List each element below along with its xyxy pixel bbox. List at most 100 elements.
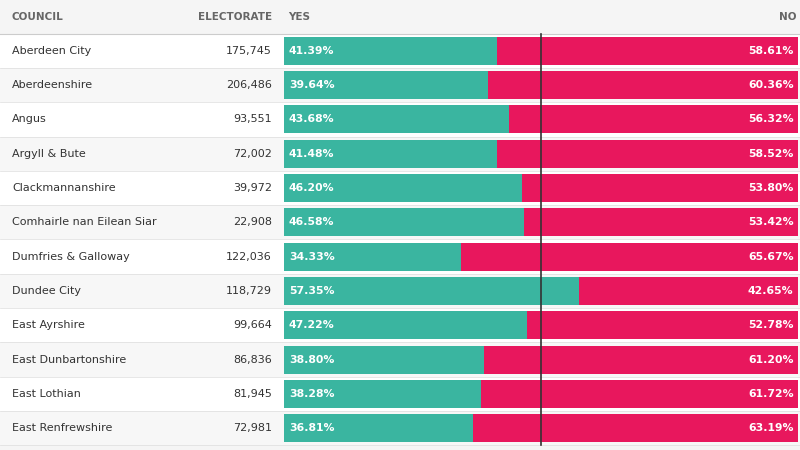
Text: 175,745: 175,745 bbox=[226, 46, 272, 56]
Bar bbox=[284, 71, 798, 99]
Bar bbox=[284, 140, 798, 168]
Bar bbox=[284, 243, 461, 270]
Bar bbox=[0, 137, 800, 171]
Bar bbox=[498, 140, 798, 168]
Text: Dumfries & Galloway: Dumfries & Galloway bbox=[12, 252, 130, 261]
Text: Angus: Angus bbox=[12, 114, 46, 125]
Bar bbox=[461, 243, 798, 270]
Bar bbox=[284, 311, 798, 339]
Bar bbox=[284, 414, 798, 442]
Bar bbox=[0, 171, 800, 205]
Text: East Renfrewshire: East Renfrewshire bbox=[12, 423, 112, 433]
Bar bbox=[483, 346, 798, 374]
Bar bbox=[509, 105, 798, 134]
Text: Dundee City: Dundee City bbox=[12, 286, 81, 296]
Text: COUNCIL: COUNCIL bbox=[12, 12, 64, 22]
Bar bbox=[497, 37, 798, 65]
Text: Argyll & Bute: Argyll & Bute bbox=[12, 149, 86, 159]
Text: Aberdeen City: Aberdeen City bbox=[12, 46, 91, 56]
Text: 42.65%: 42.65% bbox=[748, 286, 794, 296]
Text: East Lothian: East Lothian bbox=[12, 389, 81, 399]
Text: 34.33%: 34.33% bbox=[289, 252, 334, 261]
Bar bbox=[284, 346, 798, 374]
Bar bbox=[0, 239, 800, 274]
Bar bbox=[0, 102, 800, 137]
Text: 118,729: 118,729 bbox=[226, 286, 272, 296]
Bar bbox=[284, 380, 481, 408]
Text: 39.64%: 39.64% bbox=[289, 80, 334, 90]
Text: 46.20%: 46.20% bbox=[289, 183, 334, 193]
Text: 53.80%: 53.80% bbox=[748, 183, 794, 193]
Bar bbox=[527, 311, 798, 339]
Text: 60.36%: 60.36% bbox=[748, 80, 794, 90]
Bar bbox=[0, 342, 800, 377]
Bar bbox=[488, 71, 798, 99]
Bar bbox=[284, 243, 798, 270]
Bar bbox=[481, 380, 798, 408]
Bar bbox=[284, 277, 798, 305]
Bar bbox=[284, 105, 798, 134]
Bar bbox=[0, 274, 800, 308]
Bar bbox=[0, 205, 800, 239]
Text: 122,036: 122,036 bbox=[226, 252, 272, 261]
Text: 99,664: 99,664 bbox=[233, 320, 272, 330]
Text: 47.22%: 47.22% bbox=[289, 320, 334, 330]
Text: 61.20%: 61.20% bbox=[748, 355, 794, 365]
Text: 53.42%: 53.42% bbox=[748, 217, 794, 227]
Text: 93,551: 93,551 bbox=[234, 114, 272, 125]
Bar bbox=[0, 68, 800, 102]
Text: 41.39%: 41.39% bbox=[289, 46, 334, 56]
Text: 57.35%: 57.35% bbox=[289, 286, 334, 296]
Bar bbox=[284, 71, 488, 99]
Text: Clackmannanshire: Clackmannanshire bbox=[12, 183, 116, 193]
Text: Comhairle nan Eilean Siar: Comhairle nan Eilean Siar bbox=[12, 217, 157, 227]
Text: 72,002: 72,002 bbox=[233, 149, 272, 159]
Text: 41.48%: 41.48% bbox=[289, 149, 334, 159]
Text: ELECTORATE: ELECTORATE bbox=[198, 12, 272, 22]
Text: 58.61%: 58.61% bbox=[748, 46, 794, 56]
Bar bbox=[284, 277, 579, 305]
Text: East Ayrshire: East Ayrshire bbox=[12, 320, 85, 330]
Text: 46.58%: 46.58% bbox=[289, 217, 334, 227]
Text: 43.68%: 43.68% bbox=[289, 114, 334, 125]
Bar bbox=[522, 174, 798, 202]
Text: 86,836: 86,836 bbox=[234, 355, 272, 365]
Bar bbox=[284, 414, 474, 442]
Bar bbox=[284, 140, 498, 168]
Bar bbox=[284, 174, 798, 202]
Bar bbox=[284, 380, 798, 408]
Text: 58.52%: 58.52% bbox=[748, 149, 794, 159]
Text: 56.32%: 56.32% bbox=[748, 114, 794, 125]
Text: 38.28%: 38.28% bbox=[289, 389, 334, 399]
Bar bbox=[524, 208, 798, 236]
Text: 39,972: 39,972 bbox=[233, 183, 272, 193]
Text: 38.80%: 38.80% bbox=[289, 355, 334, 365]
Text: 65.67%: 65.67% bbox=[748, 252, 794, 261]
Bar bbox=[284, 174, 522, 202]
Text: NO: NO bbox=[778, 12, 796, 22]
Bar bbox=[284, 37, 497, 65]
Bar bbox=[284, 37, 798, 65]
Bar bbox=[474, 414, 798, 442]
Bar bbox=[579, 277, 798, 305]
Text: 22,908: 22,908 bbox=[233, 217, 272, 227]
Text: 52.78%: 52.78% bbox=[748, 320, 794, 330]
Text: 72,981: 72,981 bbox=[233, 423, 272, 433]
Bar bbox=[284, 208, 798, 236]
Bar bbox=[0, 34, 800, 68]
Text: YES: YES bbox=[288, 12, 310, 22]
Text: 61.72%: 61.72% bbox=[748, 389, 794, 399]
Bar bbox=[284, 346, 483, 374]
Text: 206,486: 206,486 bbox=[226, 80, 272, 90]
Text: 63.19%: 63.19% bbox=[748, 423, 794, 433]
Text: East Dunbartonshire: East Dunbartonshire bbox=[12, 355, 126, 365]
Bar bbox=[284, 208, 524, 236]
Text: 36.81%: 36.81% bbox=[289, 423, 334, 433]
Text: 81,945: 81,945 bbox=[233, 389, 272, 399]
Text: Aberdeenshire: Aberdeenshire bbox=[12, 80, 93, 90]
Bar bbox=[284, 311, 527, 339]
Bar bbox=[284, 105, 509, 134]
Bar bbox=[0, 308, 800, 342]
Bar bbox=[0, 411, 800, 445]
Bar bbox=[0, 377, 800, 411]
